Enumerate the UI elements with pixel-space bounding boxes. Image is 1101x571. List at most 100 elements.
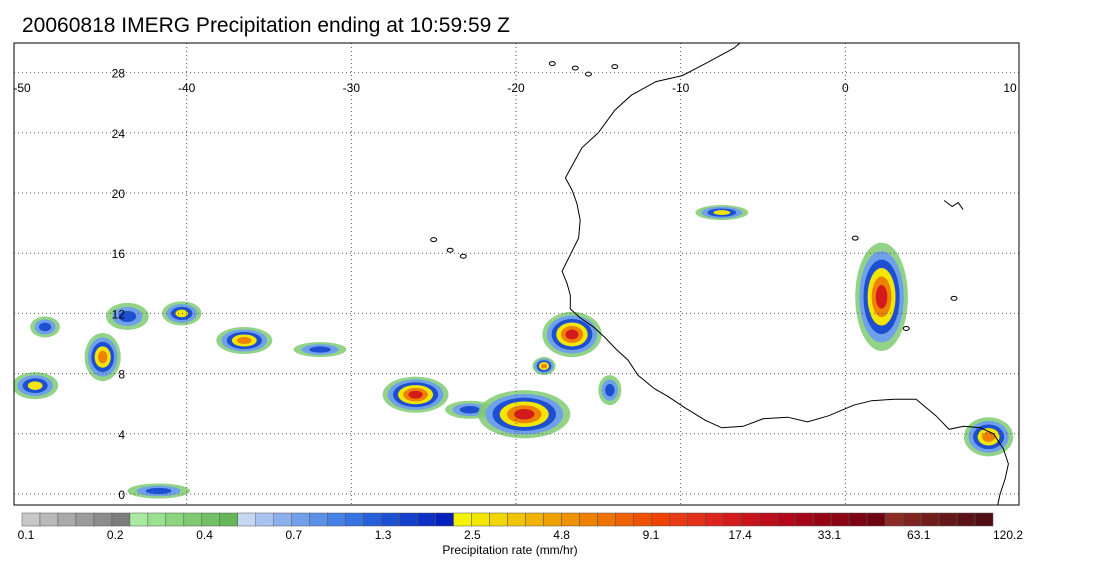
lat-tick-label: 4 xyxy=(118,428,125,442)
precip-cell xyxy=(532,357,556,376)
colorbar-title: Precipitation rate (mm/hr) xyxy=(442,543,578,557)
precip-cell xyxy=(695,205,749,221)
colorbar-tick-label: 33.1 xyxy=(818,528,842,542)
lat-tick-label: 12 xyxy=(112,307,126,321)
colorbar-swatch xyxy=(435,512,454,527)
precip-contour xyxy=(565,329,579,340)
colorbar-swatch xyxy=(453,512,472,527)
colorbar-tick-label: 63.1 xyxy=(907,528,931,542)
colorbar-swatch xyxy=(489,512,508,527)
colorbar-swatch xyxy=(273,512,292,527)
colorbar-swatch xyxy=(183,512,203,527)
precip-contour xyxy=(605,383,615,397)
colorbar-swatch xyxy=(129,512,149,527)
precip-cell xyxy=(127,483,190,499)
colorbar-swatch xyxy=(21,512,41,527)
lon-tick-label: 0 xyxy=(842,81,849,95)
colorbar xyxy=(21,512,994,527)
colorbar-swatch xyxy=(687,512,706,527)
precip-cell xyxy=(216,326,273,355)
colorbar-tick-label: 2.5 xyxy=(464,528,481,542)
colorbar-swatch xyxy=(705,512,724,527)
colorbar-swatch xyxy=(651,512,670,527)
island-outline xyxy=(430,237,438,243)
lon-tick-label: -30 xyxy=(343,81,361,95)
lon-tick-label: 10 xyxy=(1003,81,1017,95)
precip-cell xyxy=(293,341,347,358)
precip-cell xyxy=(382,376,449,413)
precip-contour xyxy=(408,390,423,399)
colorbar-tick-label: 1.3 xyxy=(375,528,392,542)
lat-tick-label: 28 xyxy=(112,67,126,81)
precip-contour xyxy=(97,350,108,364)
colorbar-swatch xyxy=(525,512,544,527)
colorbar-swatch xyxy=(866,512,886,527)
precip-contour xyxy=(237,336,252,345)
colorbar-swatch xyxy=(147,512,167,527)
colorbar-swatch xyxy=(561,512,580,527)
precip-contour xyxy=(309,346,331,353)
island-outline xyxy=(611,64,619,70)
lat-tick-label: 8 xyxy=(118,368,125,382)
colorbar-swatch xyxy=(471,512,490,527)
colorbar-swatch xyxy=(417,512,436,527)
colorbar-swatch xyxy=(633,512,652,527)
precip-cell xyxy=(161,301,202,326)
lat-tick-label: 24 xyxy=(112,127,126,141)
colorbar-tick-label: 0.4 xyxy=(196,528,213,542)
island-outline xyxy=(902,325,910,331)
colorbar-swatch xyxy=(669,512,688,527)
precip-cell xyxy=(542,311,602,358)
colorbar-swatch xyxy=(902,512,922,527)
colorbar-swatch xyxy=(758,512,778,527)
colorbar-swatch xyxy=(291,512,310,527)
island-outline xyxy=(851,235,859,241)
colorbar-swatch xyxy=(956,512,976,527)
precipitation-cells xyxy=(14,205,1014,499)
lat-tick-label: 20 xyxy=(112,187,126,201)
lon-tick-label: -50 xyxy=(13,81,31,95)
colorbar-tick-label: 120.2 xyxy=(993,528,1023,542)
precip-contour xyxy=(175,309,189,318)
colorbar-swatch xyxy=(741,512,760,527)
map-title: 20060818 IMERG Precipitation ending at 1… xyxy=(22,14,510,37)
lon-tick-label: -20 xyxy=(507,81,525,95)
colorbar-tick-label: 0.2 xyxy=(107,528,124,542)
colorbar-tick-label: 0.7 xyxy=(285,528,302,542)
island-outline xyxy=(459,253,467,259)
precip-cell xyxy=(855,242,908,352)
colorbar-swatch xyxy=(812,512,832,527)
colorbar-swatch xyxy=(776,512,796,527)
precip-contour xyxy=(27,381,43,390)
colorbar-swatch xyxy=(75,512,95,527)
colorbar-swatch xyxy=(381,512,400,527)
precip-cell xyxy=(14,372,59,400)
colorbar-swatch xyxy=(938,512,958,527)
colorbar-swatch xyxy=(507,512,526,527)
colorbar-swatch xyxy=(399,512,418,527)
colorbar-tick-label: 4.8 xyxy=(553,528,570,542)
lat-tick-label: 0 xyxy=(118,488,125,502)
graticule xyxy=(14,43,1019,505)
colorbar-swatch xyxy=(57,512,77,527)
precip-contour xyxy=(514,408,535,420)
precip-contour xyxy=(982,431,995,442)
colorbar-swatch xyxy=(165,512,185,527)
precip-cell xyxy=(598,375,622,406)
axis-labels: -50 -40 -30 -20 -10 0 10 0 4 8 12 16 20 24 28 xyxy=(13,67,1017,502)
island-outline xyxy=(571,65,579,71)
island-outline xyxy=(950,295,958,301)
colorbar-swatch xyxy=(579,512,598,527)
colorbar-swatch xyxy=(327,512,346,527)
colorbar-swatch xyxy=(345,512,364,527)
colorbar-swatch xyxy=(39,512,59,527)
precip-contour xyxy=(541,363,547,369)
colorbar-swatch xyxy=(111,512,131,527)
colorbar-swatch xyxy=(309,512,328,527)
lon-tick-label: -40 xyxy=(178,81,196,95)
colorbar-tick-label: 17.4 xyxy=(729,528,753,542)
colorbar-swatch xyxy=(615,512,634,527)
colorbar-labels: 0.1 0.2 0.4 0.7 1.3 2.5 4.8 9.1 17.4 33.1 63.1 120.… xyxy=(18,528,1024,542)
colorbar-swatch xyxy=(884,512,904,527)
